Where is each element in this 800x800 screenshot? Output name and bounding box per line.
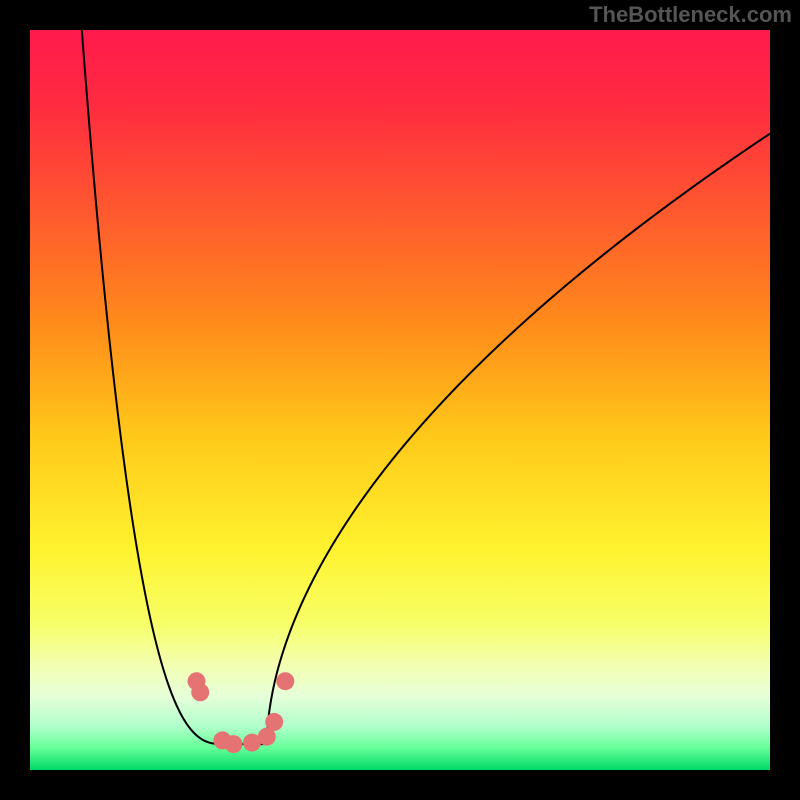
watermark-text: TheBottleneck.com xyxy=(589,2,792,28)
bottleneck-chart xyxy=(0,0,800,800)
marker-point xyxy=(191,683,209,701)
gradient-background xyxy=(30,30,770,770)
marker-point xyxy=(225,735,243,753)
marker-point xyxy=(276,672,294,690)
marker-point xyxy=(265,713,283,731)
chart-container: { "watermark": { "text": "TheBottleneck.… xyxy=(0,0,800,800)
